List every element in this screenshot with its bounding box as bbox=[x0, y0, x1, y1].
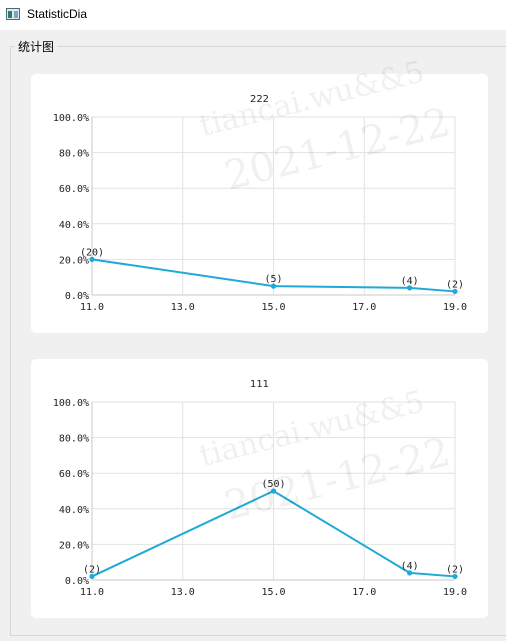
data-point bbox=[270, 283, 277, 289]
data-label: (4) bbox=[401, 276, 419, 287]
x-tick-label: 19.0 bbox=[443, 587, 467, 598]
y-tick-label: 80.0% bbox=[59, 434, 89, 445]
groupbox-title: 统计图 bbox=[15, 38, 58, 55]
data-label: (2) bbox=[83, 564, 101, 575]
x-tick-label: 17.0 bbox=[352, 302, 376, 313]
window-titlebar[interactable]: StatisticDia bbox=[0, 0, 506, 30]
x-tick-label: 13.0 bbox=[171, 302, 195, 313]
data-point bbox=[407, 285, 413, 291]
x-tick-label: 15.0 bbox=[261, 302, 285, 313]
data-point bbox=[452, 288, 458, 295]
x-tick-label: 17.0 bbox=[352, 587, 376, 598]
data-point bbox=[407, 570, 413, 576]
series-line bbox=[91, 258, 456, 293]
data-label: (20) bbox=[80, 247, 104, 258]
data-point bbox=[89, 256, 95, 262]
chart-title: 222 bbox=[249, 94, 270, 105]
data-point bbox=[452, 573, 458, 580]
y-tick-label: 60.0% bbox=[59, 184, 89, 195]
y-tick-label: 80.0% bbox=[59, 149, 89, 160]
data-label: (2) bbox=[446, 564, 464, 575]
data-point bbox=[270, 488, 277, 494]
data-point bbox=[89, 573, 95, 580]
data-label: (2) bbox=[446, 279, 464, 290]
data-label: (5) bbox=[264, 274, 282, 285]
x-tick-label: 15.0 bbox=[261, 587, 285, 598]
window-title: StatisticDia bbox=[27, 7, 88, 21]
line-chart: 11.0 13.0 15.0 17.0 19.0 0.0% 20.0% 40.0% 60.0% 8… bbox=[53, 398, 467, 598]
chart-title: 111 bbox=[249, 379, 270, 390]
app-window-icon bbox=[6, 8, 20, 20]
x-tick-label: 11.0 bbox=[80, 302, 104, 313]
y-tick-label: 40.0% bbox=[59, 220, 89, 231]
y-tick-label: 0.0% bbox=[65, 291, 89, 302]
x-tick-label: 11.0 bbox=[80, 587, 104, 598]
y-tick-label: 20.0% bbox=[59, 255, 89, 266]
data-label: (50) bbox=[261, 479, 285, 490]
y-tick-label: 40.0% bbox=[59, 505, 89, 516]
x-tick-label: 13.0 bbox=[171, 587, 195, 598]
x-tick-label: 19.0 bbox=[443, 302, 467, 313]
y-tick-label: 60.0% bbox=[59, 469, 89, 480]
y-tick-label: 100.0% bbox=[53, 113, 89, 124]
y-tick-label: 0.0% bbox=[65, 576, 89, 587]
y-tick-label: 20.0% bbox=[59, 540, 89, 551]
statistics-groupbox bbox=[10, 46, 506, 636]
data-label: (4) bbox=[401, 561, 419, 572]
line-chart: 11.0 13.0 15.0 17.0 19.0 0.0% 20.0% 40.0% 60.0% 8… bbox=[53, 113, 467, 313]
chart-card-2: 111 11.0 13.0 15.0 17.0 19.0 0.0% 20.0% 40.0% 60… bbox=[31, 359, 488, 618]
y-tick-label: 100.0% bbox=[53, 398, 89, 409]
series-line bbox=[91, 489, 456, 578]
chart-card-1: 222 11.0 13.0 15.0 17.0 19.0 0.0% 20.0% 40.0% 60… bbox=[31, 74, 488, 333]
